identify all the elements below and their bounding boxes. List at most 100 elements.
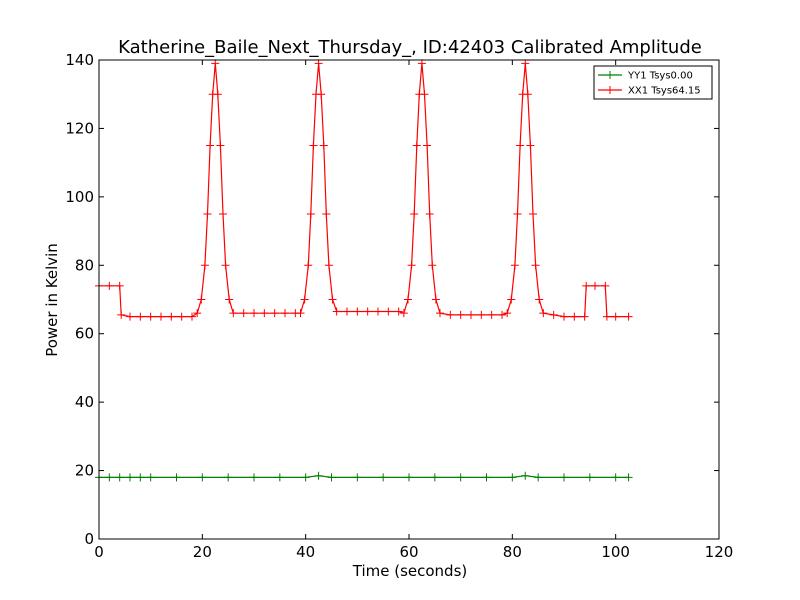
data-point <box>624 473 633 482</box>
data-point <box>580 312 589 321</box>
chart-title: Katherine_Baile_Next_Thursday_, ID:42403… <box>118 37 702 58</box>
data-point <box>309 141 318 150</box>
data-point <box>374 307 382 316</box>
data-point <box>105 473 114 482</box>
axes-layer: 0 20 40 60 80 100 120 0 20 40 60 80 100 120 140 <box>65 51 733 561</box>
data-point <box>507 295 516 304</box>
data-point <box>523 90 532 99</box>
data-point <box>328 295 337 304</box>
data-point <box>281 309 289 318</box>
x-tick-label: 20 <box>193 543 212 561</box>
data-point <box>314 59 323 68</box>
data-point <box>410 209 419 218</box>
y-axis-label: Power in Kelvin <box>43 243 61 357</box>
y-tick-label: 120 <box>65 119 94 137</box>
data-point <box>531 261 540 270</box>
data-point <box>624 312 633 321</box>
data-point <box>206 141 215 150</box>
x-tick-label: 60 <box>399 543 418 561</box>
data-point <box>353 473 362 482</box>
data-point <box>216 141 225 150</box>
data-point <box>446 310 455 319</box>
data-point <box>498 310 506 319</box>
data-point <box>363 307 372 316</box>
data-point <box>417 59 426 68</box>
data-point <box>602 312 611 321</box>
data-point <box>306 209 315 218</box>
data-point <box>136 312 145 321</box>
data-point <box>529 209 537 218</box>
data-point <box>146 473 155 482</box>
data-point <box>126 312 134 321</box>
data-point <box>126 473 134 482</box>
y-tick-label: 100 <box>65 188 94 206</box>
data-point <box>585 473 594 482</box>
data-point <box>177 312 186 321</box>
data-point <box>384 307 393 316</box>
data-point <box>425 209 434 218</box>
data-point <box>394 307 403 316</box>
data-point <box>582 281 591 290</box>
data-point <box>224 473 233 482</box>
data-point <box>188 312 196 321</box>
y-tick-label: 140 <box>65 51 94 69</box>
data-point <box>535 295 544 304</box>
data-point <box>611 312 620 321</box>
data-point <box>301 473 310 482</box>
data-point <box>403 295 412 304</box>
data-point <box>412 141 421 150</box>
x-tick-label: 40 <box>296 543 315 561</box>
data-point <box>570 312 579 321</box>
data-point <box>423 141 432 150</box>
y-tick-label: 60 <box>75 325 94 343</box>
data-point <box>611 473 620 482</box>
data-point <box>221 261 230 270</box>
data-point <box>229 309 238 318</box>
data-point <box>521 59 530 68</box>
y-tick-label: 0 <box>84 530 94 548</box>
data-point <box>239 309 248 318</box>
data-point <box>353 307 362 316</box>
x-tick-label: 100 <box>601 543 630 561</box>
data-point <box>322 209 331 218</box>
legend-marker <box>606 86 614 94</box>
data-point <box>508 473 517 482</box>
data-point <box>428 261 437 270</box>
data-point <box>105 281 114 290</box>
data-point <box>213 90 222 99</box>
data-point <box>167 312 176 321</box>
data-point <box>219 209 227 218</box>
data-point <box>317 90 326 99</box>
data-point <box>197 295 206 304</box>
data-point <box>407 261 416 270</box>
data-point <box>513 209 522 218</box>
data-point <box>521 471 530 480</box>
x-axis-label: Time (seconds) <box>352 562 468 580</box>
data-point <box>503 309 512 318</box>
data-point <box>136 473 145 482</box>
data-point <box>225 295 234 304</box>
data-point <box>250 309 258 318</box>
data-point <box>420 90 429 99</box>
marks-layer <box>95 59 633 482</box>
data-point <box>601 281 610 290</box>
data-point <box>379 473 388 482</box>
data-point <box>300 295 309 304</box>
data-point <box>431 295 440 304</box>
data-point <box>560 473 568 482</box>
y-tick-label: 20 <box>75 462 94 480</box>
series-1 <box>95 59 633 321</box>
data-point <box>270 309 279 318</box>
data-point <box>198 473 207 482</box>
data-point <box>436 309 444 318</box>
legend: YY1 Tsys0.00 XX1 Tsys64.15 <box>593 65 713 100</box>
data-point <box>211 59 220 68</box>
data-point <box>117 310 126 319</box>
data-point <box>405 473 413 482</box>
x-tick-label: 0 <box>94 543 104 561</box>
data-point <box>304 261 313 270</box>
data-point <box>549 310 558 319</box>
x-tick-label: 120 <box>705 543 734 561</box>
